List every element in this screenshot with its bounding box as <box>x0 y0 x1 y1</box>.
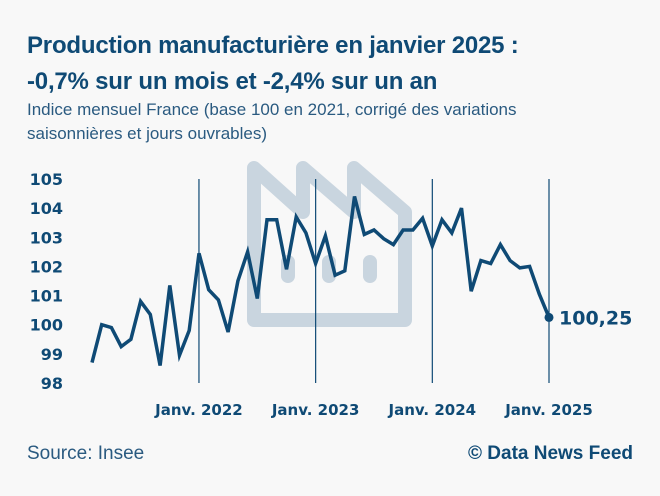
chart-title-line-1: Production manufacturière en janvier 202… <box>27 32 519 59</box>
x-tick-label: Janv. 2023 <box>271 401 360 419</box>
annotations: 100,25 <box>544 307 632 329</box>
x-gridlines <box>198 179 550 383</box>
x-tick-label: Janv. 2022 <box>154 401 243 419</box>
source-note: Source: Insee <box>27 443 145 464</box>
x-tick-label: Janv. 2025 <box>504 401 593 419</box>
y-tick-label: 98 <box>41 374 63 393</box>
y-tick-label: 103 <box>30 228 63 247</box>
series-line <box>90 196 551 366</box>
y-axis-ticks: 105 104 103 102 101 100 99 98 <box>30 170 63 393</box>
chart-subtitle: Indice mensuel France (base 100 en 2021,… <box>27 98 647 146</box>
chart-subtitle-line-2: saisonnières et jours ouvrables) <box>27 124 268 143</box>
end-point-marker <box>544 312 554 322</box>
x-tick-label: Janv. 2024 <box>388 401 477 419</box>
x-axis-ticks: Janv. 2022 Janv. 2023 Janv. 2024 Janv. 2025 <box>154 401 593 419</box>
series-group <box>90 196 551 366</box>
chart-title-line-2: -0,7% sur un mois et -2,4% sur un an <box>27 68 438 95</box>
chart-title: Production manufacturière en janvier 202… <box>27 28 647 100</box>
y-tick-label: 102 <box>30 257 63 276</box>
y-tick-label: 104 <box>30 199 63 218</box>
chart-subtitle-line-1: Indice mensuel France (base 100 en 2021,… <box>27 100 517 119</box>
end-value-label: 100,25 <box>559 307 632 329</box>
y-tick-label: 101 <box>30 287 63 306</box>
y-tick-label: 105 <box>30 170 63 189</box>
factory-icon <box>247 161 412 327</box>
y-tick-label: 99 <box>41 345 63 364</box>
brand-credit: © Data News Feed <box>468 443 633 464</box>
y-tick-label: 100 <box>30 316 63 335</box>
